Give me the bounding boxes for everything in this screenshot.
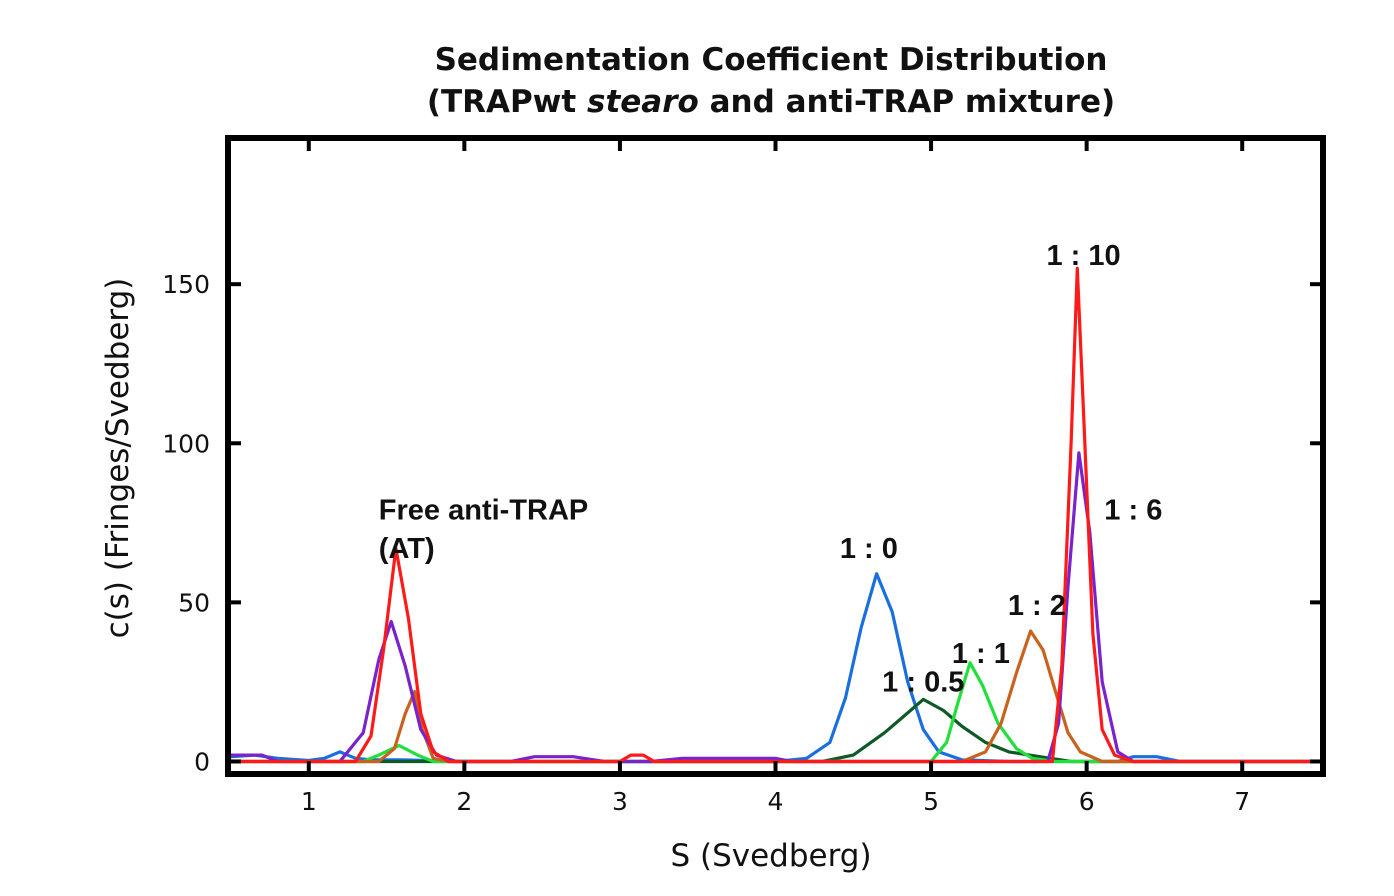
annotation-3: 1 : 0 <box>840 533 898 565</box>
annotation-5: 1 : 1 <box>952 638 1010 670</box>
chart-subtitle-end: and anti-TRAP mixture) <box>699 84 1115 120</box>
plot-frame <box>225 135 1326 777</box>
y-tick-label-50: 50 <box>178 588 210 617</box>
series-line-6 <box>229 266 1322 764</box>
annotation-8: 1 : 6 <box>1104 495 1162 527</box>
annotation-2: (AT) <box>379 533 435 565</box>
ticks-layer: 1 2 3 4 5 6 7 0 50 100 150 <box>162 141 1320 816</box>
series-layer <box>229 266 1322 764</box>
y-axis-label: c(s) (Fringes/Svedberg) <box>100 278 136 639</box>
x-axis-label: S (Svedberg) <box>670 838 871 874</box>
y-tick-label-0: 0 <box>194 747 210 776</box>
x-tick-label-4: 4 <box>768 787 784 816</box>
y-tick-label-100: 100 <box>162 429 210 458</box>
chart-subtitle: (TRAPwt stearo and anti-TRAP mixture) <box>427 84 1115 120</box>
x-tick-label-7: 7 <box>1234 787 1250 816</box>
chart-title: Sedimentation Coefficient Distribution <box>435 42 1108 78</box>
x-tick-label-6: 6 <box>1079 787 1095 816</box>
annotation-1: Free anti-TRAP <box>379 495 588 527</box>
x-tick-label-5: 5 <box>923 787 939 816</box>
x-tick-label-1: 1 <box>301 787 317 816</box>
series-line-1 <box>229 572 1322 764</box>
series-line-5 <box>229 451 1322 764</box>
chart-subtitle-italic: stearo <box>587 84 699 120</box>
annotation-7: 1 : 10 <box>1046 240 1120 272</box>
x-tick-label-2: 2 <box>456 787 472 816</box>
annotations-layer: Free anti-TRAP (AT) 1 : 0 1 : 0.51 : 1 1 : 2… <box>379 240 1163 698</box>
annotation-6: 1 : 2 <box>1008 590 1066 622</box>
chart-subtitle-start: (TRAPwt <box>427 84 587 120</box>
series-line-2 <box>229 697 1322 764</box>
series-line-3 <box>229 661 1322 764</box>
series-line-4 <box>229 629 1322 764</box>
annotation-4: 1 : 0.5 <box>882 666 964 698</box>
x-tick-label-3: 3 <box>612 787 628 816</box>
y-tick-label-150: 150 <box>162 270 210 299</box>
